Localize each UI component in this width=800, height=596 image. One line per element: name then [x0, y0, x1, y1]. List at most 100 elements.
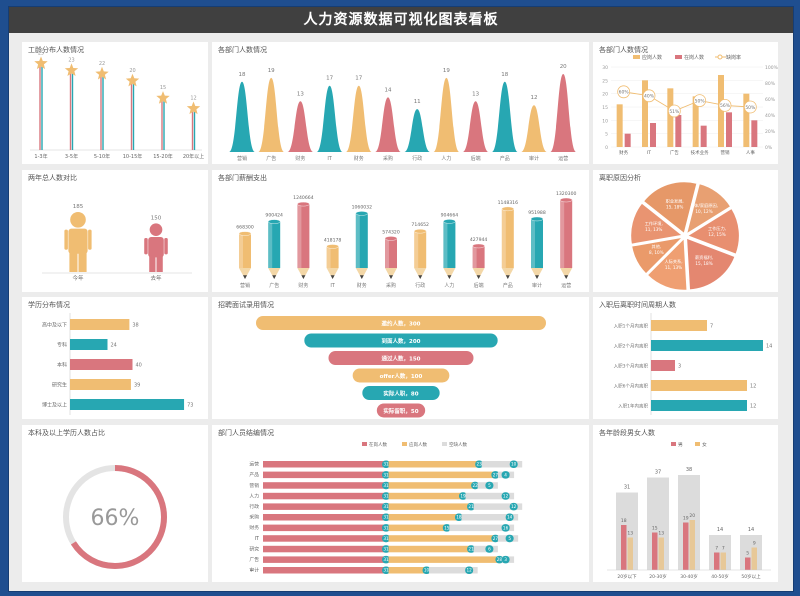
person-leg: [69, 252, 78, 272]
pencil-shade: [268, 221, 273, 268]
segment-badge: [382, 524, 391, 532]
segment-label: 31: [383, 547, 389, 552]
bar: [718, 75, 724, 147]
segment-badge: [505, 513, 514, 521]
pencil-lead: [330, 275, 335, 279]
stacked-segment: [388, 556, 502, 563]
male-label: 18: [621, 518, 627, 524]
stacked-segment: [388, 461, 482, 468]
bar: [70, 319, 130, 330]
y2-tick-label: 0%: [765, 145, 773, 151]
person-arm: [164, 238, 168, 255]
segment-label: 31: [383, 483, 389, 488]
bar: [650, 123, 656, 147]
segment-label: 31: [383, 472, 389, 477]
tick-label: 运营: [558, 155, 568, 162]
legend-label: 在岗人数: [684, 54, 704, 61]
funnel-label: 通过人数，150: [382, 354, 421, 362]
legend-swatch: [675, 55, 682, 59]
male-bar: [714, 552, 720, 570]
segment-badge: [501, 524, 510, 532]
pencil-top: [297, 201, 310, 207]
stacked-segment: [461, 514, 519, 521]
y-tick-label: 25: [602, 78, 608, 84]
female-label: 7: [722, 546, 725, 552]
pencil-body: [501, 208, 514, 268]
tick-label: 20岁以下: [617, 573, 637, 580]
panel-degree-ratio: 本科及以上学历人数占比 66%: [22, 425, 208, 582]
pie-slice: [642, 181, 698, 235]
segment-label: 14: [507, 515, 513, 520]
panel-staffing: 部门人员结编情况 在岗人数 应岗人数 空缺人数 运营 31 23 10 产品 31 27 4 营销 31…: [212, 425, 589, 582]
bar: [70, 339, 108, 350]
pencil-tip: [443, 268, 456, 279]
tick-label: 财务: [354, 155, 364, 162]
stacked-segment: [465, 492, 515, 500]
slice-label: 其他,: [652, 243, 662, 250]
pencil-top: [268, 219, 281, 224]
legend-swatch: [402, 442, 407, 446]
pencil-top: [530, 216, 544, 222]
bar: [675, 115, 682, 147]
legend-label: 女: [702, 441, 707, 448]
pencil-tip: [531, 268, 543, 279]
stacked-segment: [263, 567, 389, 574]
segment-label: 12: [511, 504, 517, 509]
recruit-funnel-chart: 邀约人数，300 到面人数，200 通过人数，150 offer人数，100 实际人职，…: [256, 316, 546, 418]
tick-label: 运营: [249, 461, 259, 468]
slice-label: 工作压力,: [708, 225, 726, 232]
bar: [651, 400, 747, 411]
data-label: 11: [414, 99, 421, 105]
tick-label: 人力: [441, 155, 451, 162]
segment-label: 27: [493, 472, 499, 477]
person-leg: [149, 256, 156, 272]
segment-badge: [467, 502, 476, 511]
data-label: 418178: [324, 237, 342, 243]
stacked-segment: [263, 503, 389, 510]
male-bar: [745, 557, 751, 570]
funnel-stage: [362, 386, 440, 400]
tick-label: 审计: [249, 567, 259, 574]
pencil-top: [355, 211, 369, 216]
panel-title: 离职原因分析: [599, 174, 641, 182]
segment-badge: [422, 566, 431, 574]
slice-label: 8, 10%: [649, 250, 664, 255]
dept-combo-chart: 应岗人数 在岗人数 缺岗率 0 5 10 15 20 25 30 0% 20% 40% 60% 80% 100…: [602, 54, 778, 156]
data-label: 73: [187, 403, 193, 409]
rate-label: 60%: [619, 90, 630, 96]
degree-ratio-chart: 66%: [63, 465, 167, 569]
pencil-body: [355, 213, 368, 268]
data-label: 574320: [382, 229, 400, 235]
segment-badge: [501, 492, 510, 500]
data-label: 20: [560, 64, 567, 70]
rate-label: 51%: [669, 109, 680, 115]
data-label: 427944: [470, 237, 488, 243]
tick-label: 行政: [249, 503, 259, 510]
funnel-label: 到面人数，200: [382, 337, 421, 345]
legend-label: 应岗人数: [409, 441, 427, 448]
pencil-top: [326, 244, 339, 249]
segment-label: 12: [466, 568, 472, 573]
tick-label: IT: [647, 150, 651, 156]
data-label: 20: [129, 68, 135, 74]
y-tick-label: 30: [602, 65, 608, 71]
panel-seniority: 工龄分布人数情况 25 1-3年 23 3-5年 22 5-10年 20 10-15年 15 15…: [22, 42, 208, 164]
panel-total-compare: 两年总人数对比 185 今年 150 去年: [22, 170, 208, 292]
education-chart: 高中及以下 38 专科 24 本科 40 研究生 39 博士及以上 73: [42, 313, 193, 415]
data-label: 1148316: [498, 200, 519, 206]
pencil-tip: [326, 268, 339, 279]
dept-salary-chart: 668300 营销 900424 广告 1240664 财务 418178 IT 1060032…: [236, 191, 576, 289]
pie-slice: [630, 236, 685, 275]
male-bar: [683, 522, 689, 570]
y-tick-label: 10: [602, 118, 608, 124]
bar: [692, 96, 699, 147]
bar: [651, 320, 707, 331]
segment-label: 21: [468, 547, 474, 552]
pencil-tip: [268, 268, 281, 279]
panel-dept-count: 各部门人数情况 18 营销 19 广告 13 财务 17 IT 17 财务 14 采购 11 行政 19 人力…: [212, 42, 589, 164]
tick-label: 广告: [266, 155, 276, 162]
tick-label: 产品: [249, 471, 259, 478]
pencil-lead: [447, 275, 452, 279]
pencil-body: [268, 221, 281, 268]
tick-label: 高中及以下: [42, 322, 67, 329]
